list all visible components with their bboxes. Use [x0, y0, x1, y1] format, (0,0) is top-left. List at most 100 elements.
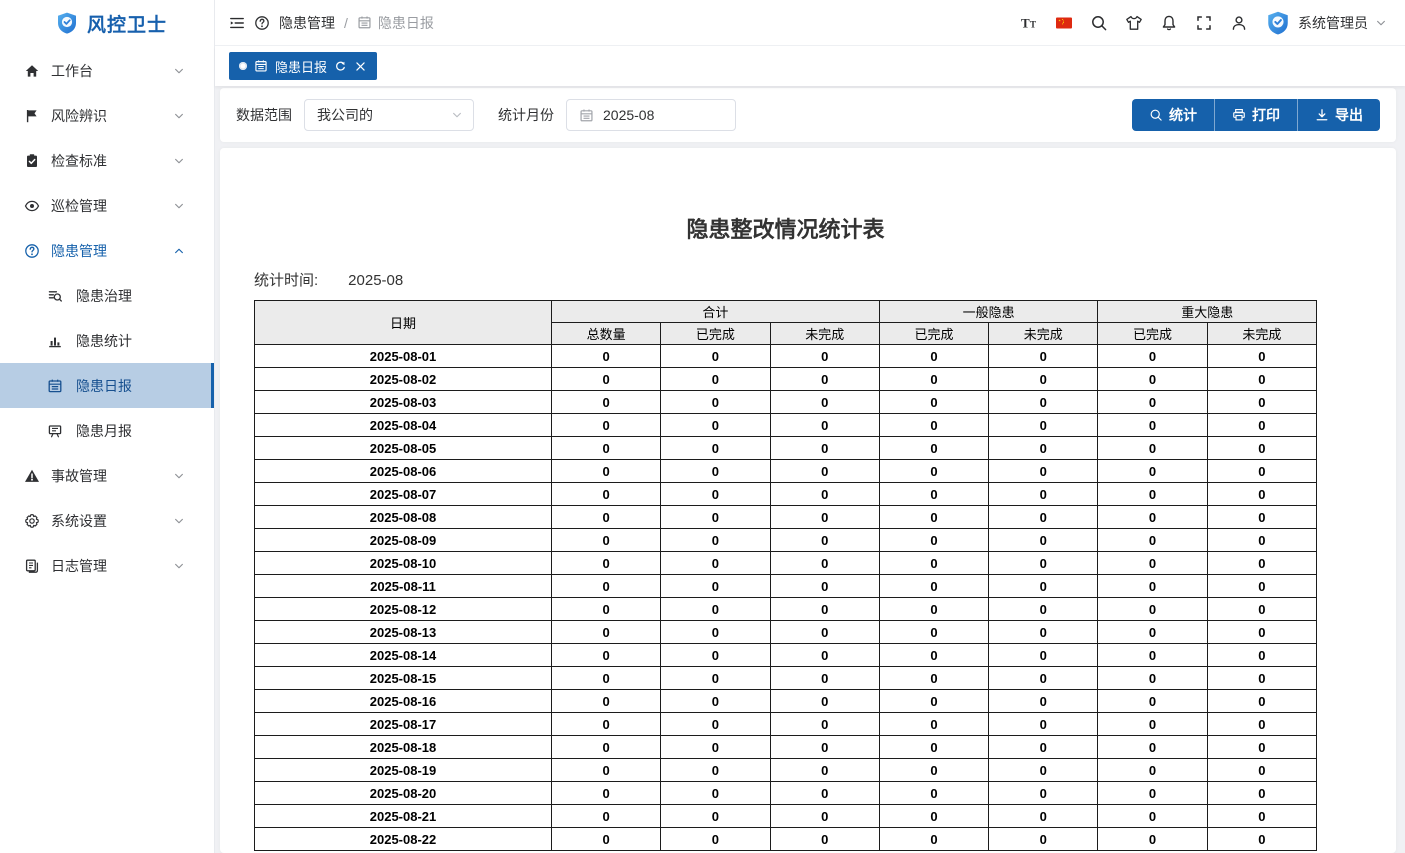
tab-close-icon[interactable] — [354, 60, 367, 73]
chevron-down-icon — [173, 515, 185, 527]
row-date-cell: 2025-08-15 — [254, 666, 552, 690]
value-cell: 0 — [988, 620, 1099, 644]
scope-select[interactable]: 我公司的 — [304, 99, 474, 131]
value-cell: 0 — [1206, 804, 1318, 828]
value-cell: 0 — [660, 666, 771, 690]
user-menu[interactable]: 系统管理员 — [1265, 10, 1387, 36]
table-row: 2025-08-04 0 0 0 0 0 0 0 — [254, 413, 1318, 437]
breadcrumb-section: 隐患管理 — [279, 14, 335, 31]
calendar-icon — [254, 59, 268, 73]
warning-icon — [24, 468, 40, 484]
user-avatar — [1265, 10, 1291, 36]
value-cell: 0 — [1097, 643, 1208, 667]
value-cell: 0 — [1206, 735, 1318, 759]
value-cell: 0 — [988, 413, 1099, 437]
row-date-cell: 2025-08-22 — [254, 827, 552, 851]
value-cell: 0 — [1206, 597, 1318, 621]
gear-icon — [24, 513, 40, 529]
search-icon[interactable] — [1090, 14, 1108, 32]
export-button[interactable]: 导出 — [1297, 99, 1380, 131]
profile-icon[interactable] — [1230, 14, 1248, 32]
value-cell: 0 — [1206, 482, 1318, 506]
value-cell: 0 — [878, 551, 990, 575]
sidebar-item-system-settings[interactable]: 系统设置 — [0, 498, 214, 543]
value-cell: 0 — [1097, 367, 1208, 391]
row-date-cell: 2025-08-05 — [254, 436, 552, 460]
sidebar-item-accident-manage[interactable]: 事故管理 — [0, 453, 214, 498]
button-label: 统计 — [1169, 107, 1197, 123]
table-row: 2025-08-19 0 0 0 0 0 0 0 — [254, 758, 1318, 782]
value-cell: 0 — [878, 689, 990, 713]
value-cell: 0 — [1097, 758, 1208, 782]
value-cell: 0 — [1206, 390, 1318, 414]
sidebar-item-hazard-manage[interactable]: 隐患管理 — [0, 228, 214, 273]
chevron-down-icon — [173, 470, 185, 482]
sidebar-item-workbench[interactable]: 工作台 — [0, 48, 214, 93]
sidebar-item-inspection-manage[interactable]: 巡检管理 — [0, 183, 214, 228]
value-cell: 0 — [1206, 574, 1318, 598]
sidebar-item-risk-identify[interactable]: 风险辨识 — [0, 93, 214, 138]
value-cell: 0 — [769, 344, 880, 368]
value-cell: 0 — [1097, 390, 1208, 414]
sidebar-item-label: 日志管理 — [51, 557, 107, 574]
table-body: 2025-08-01 0 0 0 0 0 0 0 2025-08-02 0 0 0 0 0 0 0 2025-0… — [254, 344, 1318, 851]
value-cell: 0 — [1097, 735, 1208, 759]
sidebar-item-hazard-treatment[interactable]: 隐患治理 — [0, 273, 214, 318]
sidebar-item-label: 巡检管理 — [51, 197, 107, 214]
value-cell: 0 — [550, 344, 662, 368]
shield-logo-icon — [55, 11, 79, 35]
month-picker[interactable]: 2025-08 — [566, 99, 736, 131]
chevron-down-icon — [173, 65, 185, 77]
theme-icon[interactable] — [1125, 14, 1143, 32]
value-cell: 0 — [550, 781, 662, 805]
value-cell: 0 — [550, 367, 662, 391]
sidebar-item-check-standard[interactable]: 检查标准 — [0, 138, 214, 183]
value-cell: 0 — [660, 597, 771, 621]
value-cell: 0 — [988, 505, 1099, 529]
value-cell: 0 — [550, 620, 662, 644]
svg-text:T: T — [1030, 19, 1036, 29]
value-cell: 0 — [660, 781, 771, 805]
eye-icon — [24, 198, 40, 214]
value-cell: 0 — [550, 459, 662, 483]
sidebar-item-log-manage[interactable]: 日志管理 — [0, 543, 214, 588]
value-cell: 0 — [550, 390, 662, 414]
table-header: 日期 合计 一般隐患 重大隐患 总数量 已完成 未完成 已完成 未完成 已完成 未完成 — [254, 300, 1318, 345]
value-cell: 0 — [660, 551, 771, 575]
value-cell: 0 — [769, 436, 880, 460]
value-cell: 0 — [988, 643, 1099, 667]
sidebar-item-hazard-statistics[interactable]: 隐患统计 — [0, 318, 214, 363]
value-cell: 0 — [550, 689, 662, 713]
value-cell: 0 — [769, 597, 880, 621]
stat-button[interactable]: 统计 — [1132, 99, 1214, 131]
table-row: 2025-08-18 0 0 0 0 0 0 0 — [254, 735, 1318, 759]
sidebar-menu: 工作台风险辨识检查标准巡检管理隐患管理 隐患治理 隐患统计 隐患日报 隐患月报 事故管理系… — [0, 46, 214, 588]
language-flag-icon[interactable] — [1055, 14, 1073, 32]
sidebar-item-hazard-monthly-report[interactable]: 隐患月报 — [0, 408, 214, 453]
collapse-sidebar-icon[interactable] — [229, 15, 245, 31]
sidebar-item-hazard-daily-report[interactable]: 隐患日报 — [0, 363, 214, 408]
value-cell: 0 — [769, 804, 880, 828]
row-date-cell: 2025-08-17 — [254, 712, 552, 736]
sidebar: 风控卫士 工作台 风险辨识 检查标准 巡检管理 隐患管理 隐患治理 隐患统计 隐患日报 隐患月报… — [0, 0, 215, 853]
print-button[interactable]: 打印 — [1214, 99, 1297, 131]
table-row: 2025-08-02 0 0 0 0 0 0 0 — [254, 367, 1318, 391]
column-group-header: 一般隐患 — [878, 300, 1099, 323]
bell-icon[interactable] — [1160, 14, 1178, 32]
sidebar-item-label: 风险辨识 — [51, 107, 107, 124]
fullscreen-icon[interactable] — [1195, 14, 1213, 32]
tab-refresh-icon[interactable] — [334, 60, 347, 73]
table-row: 2025-08-16 0 0 0 0 0 0 0 — [254, 689, 1318, 713]
column-header: 已完成 — [1097, 322, 1208, 345]
button-label: 导出 — [1335, 107, 1363, 123]
value-cell: 0 — [988, 735, 1099, 759]
tab-hazard-daily-report[interactable]: 隐患日报 — [229, 52, 378, 80]
column-header: 已完成 — [878, 322, 990, 345]
value-cell: 0 — [1097, 620, 1208, 644]
tab-active-dot-icon — [239, 62, 247, 70]
value-cell: 0 — [769, 689, 880, 713]
